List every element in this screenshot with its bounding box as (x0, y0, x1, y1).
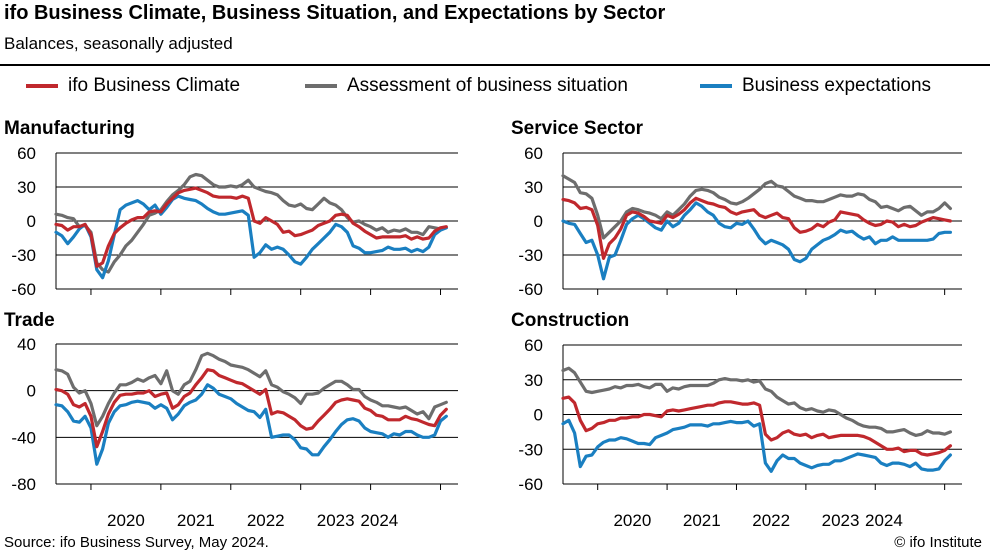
y-tick-label: 60 (524, 336, 543, 355)
panel-title: Construction (511, 310, 629, 331)
legend-label-situation: Assessment of business situation (347, 75, 628, 96)
series-line-business-expectations (561, 418, 953, 473)
series-line-assessment-of-business-situation (54, 172, 448, 274)
panel-manufacturing: Manufacturing60300-30-602020202120222023… (4, 118, 458, 299)
y-tick-label: -30 (518, 440, 543, 459)
x-tick-label: 2020 (107, 511, 145, 530)
panel-title: Service Sector (511, 118, 644, 139)
y-tick-label: -30 (518, 246, 543, 265)
y-tick-label: -40 (11, 428, 36, 447)
y-tick-label: -60 (11, 280, 36, 299)
y-tick-label: 30 (17, 178, 36, 197)
panel-trade: Trade 40 0 -40 -80 2020 2021 2022 2023 2024 (4, 310, 458, 530)
series-line-ifo-business-climate (54, 368, 448, 449)
x-tick-label: 2022 (247, 511, 285, 530)
series-line-business-expectations (54, 194, 448, 280)
legend-item-climate: ifo Business Climate (26, 75, 240, 97)
series-line-assessment-of-business-situation (561, 174, 953, 240)
series-line-ifo-business-climate (54, 186, 448, 268)
legend-label-climate: ifo Business Climate (68, 75, 241, 96)
x-tick-label: 2021 (177, 511, 215, 530)
x-tick-label: 2020 (613, 511, 651, 530)
x-tick-label: 2024 (865, 511, 903, 530)
series-line-ifo-business-climate (561, 196, 953, 260)
series-line-business-expectations (54, 383, 448, 466)
y-tick-label: 60 (524, 144, 543, 163)
legend-swatch-situation (305, 84, 337, 88)
panel-construction: Construction 60 30 0 -30 -60 2020 2021 2022 2023 2… (511, 310, 962, 530)
series-line-ifo-business-climate (561, 395, 953, 457)
series-line-assessment-of-business-situation (561, 366, 953, 437)
y-tick-label: -60 (518, 280, 543, 299)
legend-item-situation: Assessment of business situation (305, 75, 628, 97)
legend-swatch-expectations (700, 84, 732, 88)
legend-swatch-climate (26, 84, 58, 88)
legend-label-expectations: Business expectations (742, 75, 932, 96)
series-line-assessment-of-business-situation (54, 351, 448, 428)
y-tick-label: 30 (524, 371, 543, 390)
chart-subtitle: Balances, seasonally adjusted (4, 34, 233, 53)
x-tick-label: 2023 (317, 511, 355, 530)
copyright-credit: © ifo Institute (894, 534, 982, 551)
y-tick-label: -30 (11, 246, 36, 265)
y-tick-label: 0 (27, 382, 36, 401)
x-tick-label: 2022 (752, 511, 790, 530)
panel-service-sector: Service Sector60300-30-60202020212022202… (511, 118, 962, 299)
source-note: Source: ifo Business Survey, May 2024. (4, 534, 269, 551)
panel-title: Manufacturing (4, 118, 135, 139)
y-tick-label: 40 (17, 335, 36, 354)
y-tick-label: 0 (534, 212, 543, 231)
title-divider (0, 64, 990, 66)
series-line-business-expectations (561, 201, 953, 281)
panel-title: Trade (4, 310, 55, 331)
y-tick-label: -60 (518, 475, 543, 494)
x-tick-label: 2023 (822, 511, 860, 530)
legend-item-expectations: Business expectations (700, 75, 931, 97)
y-tick-label: -80 (11, 475, 36, 494)
x-tick-label: 2024 (360, 511, 398, 530)
chart-title: ifo Business Climate, Business Situation… (4, 2, 666, 24)
y-tick-label: 30 (524, 178, 543, 197)
y-tick-label: 60 (17, 144, 36, 163)
x-tick-label: 2021 (683, 511, 721, 530)
y-tick-label: 0 (27, 212, 36, 231)
y-tick-label: 0 (534, 406, 543, 425)
legend: ifo Business Climate Assessment of busin… (0, 75, 990, 101)
